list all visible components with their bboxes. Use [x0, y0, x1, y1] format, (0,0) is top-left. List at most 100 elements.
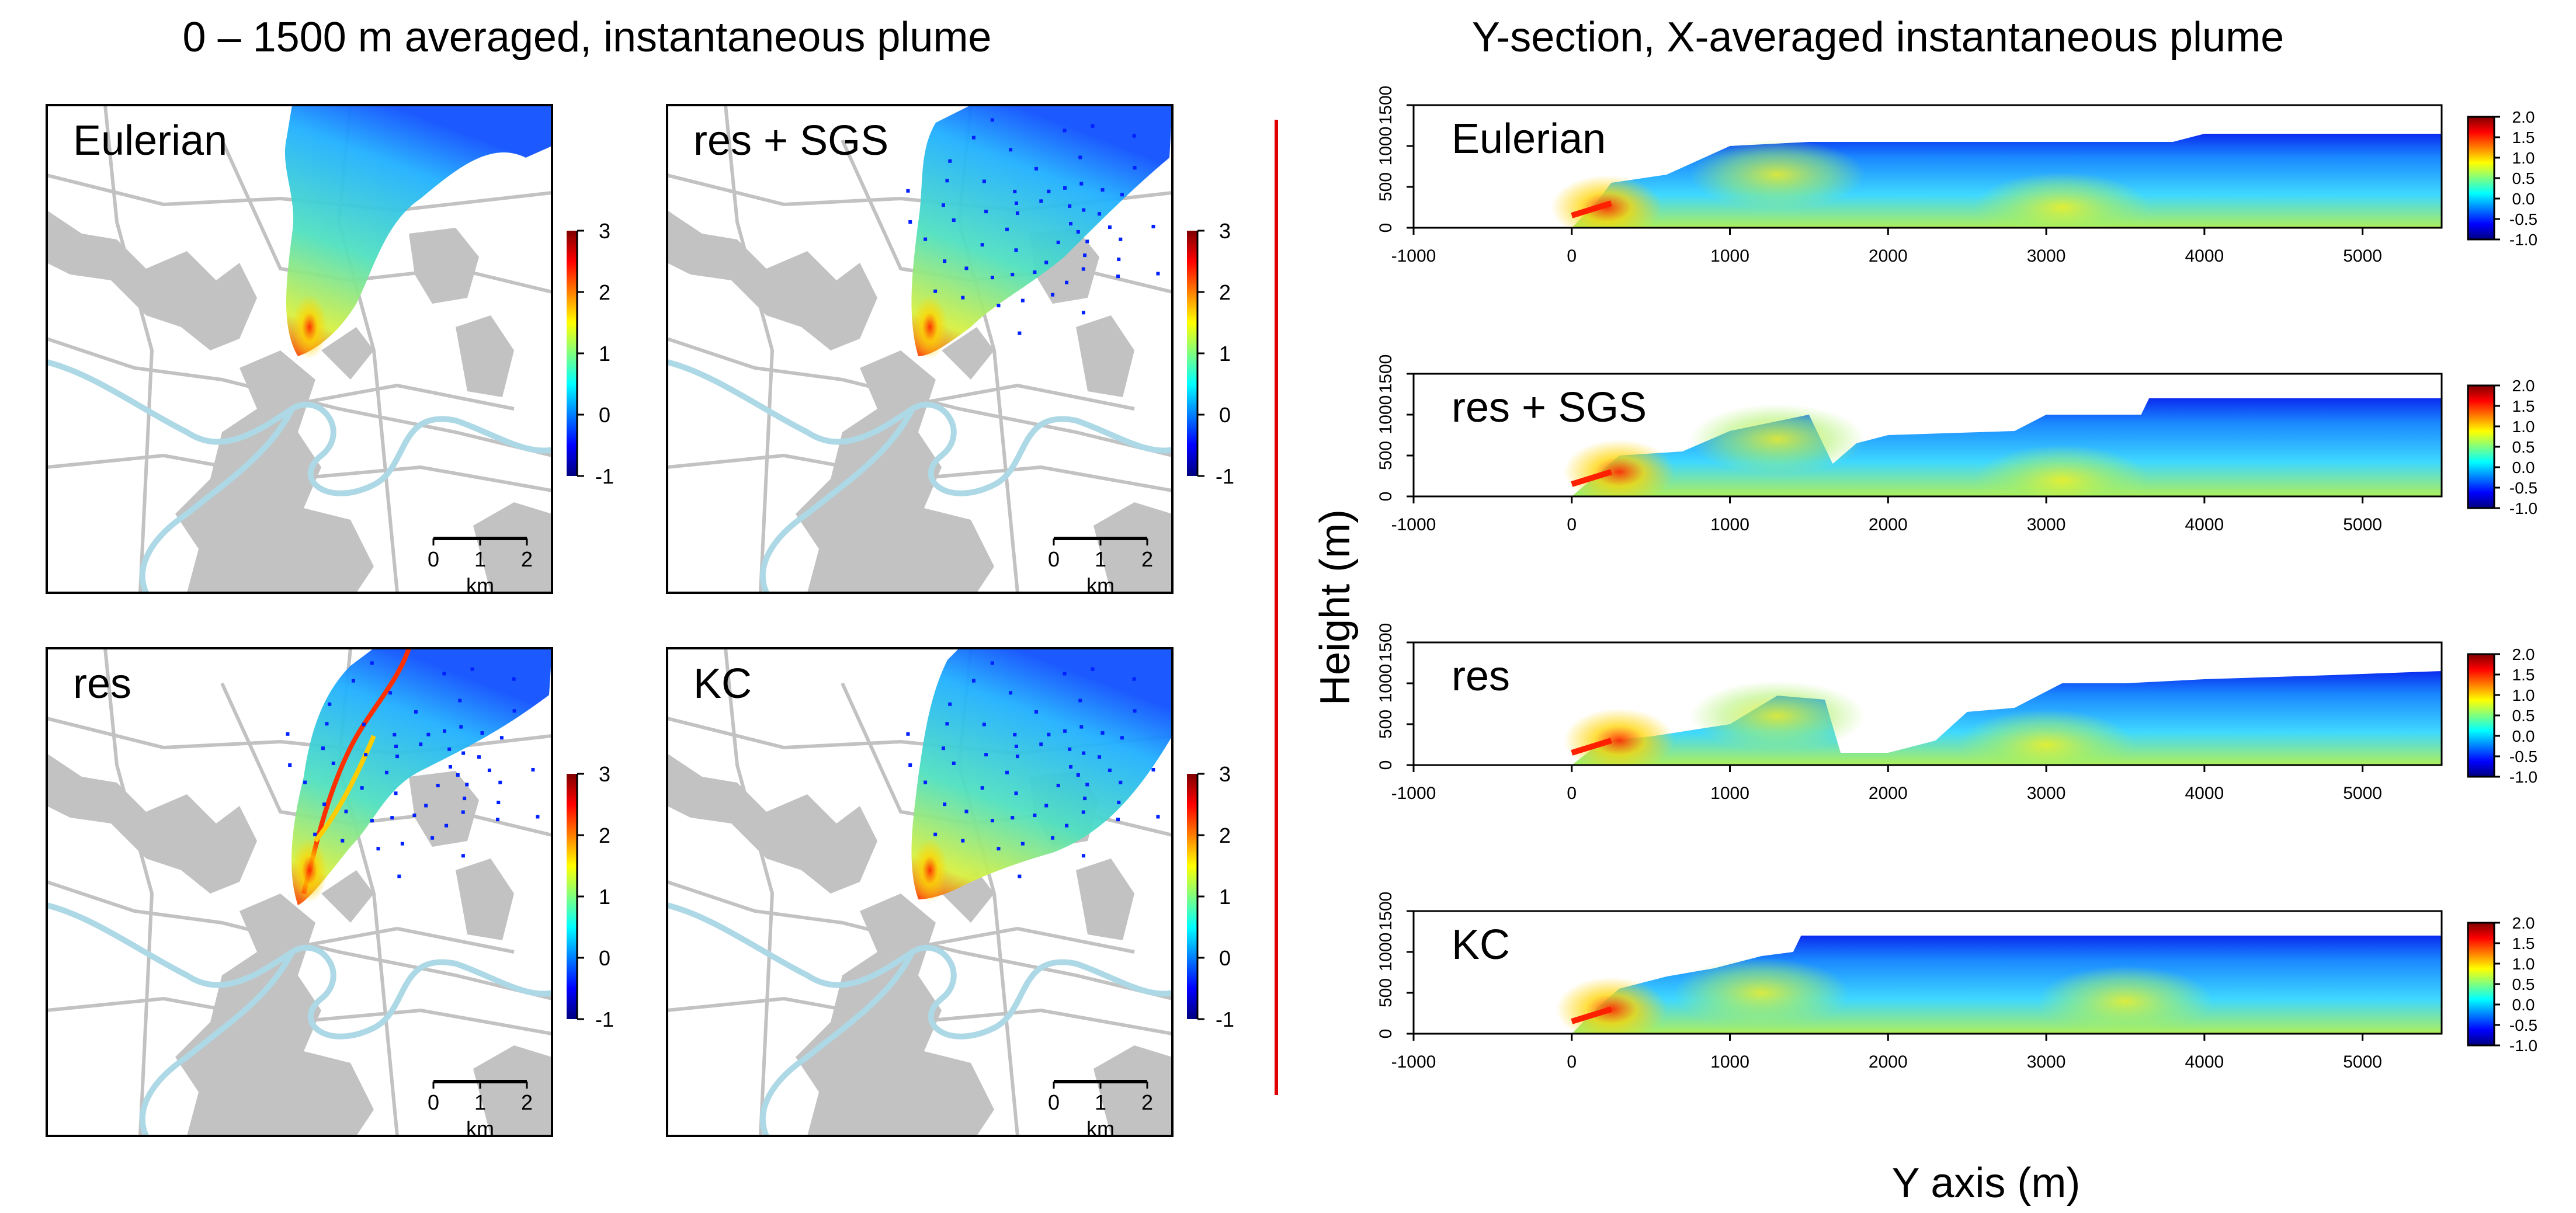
x-tick-label: 1000	[1710, 515, 1749, 534]
colorbar-tick-label: 0.0	[2512, 727, 2535, 745]
map-content	[667, 105, 1172, 593]
plume-particle	[1100, 731, 1105, 735]
section-panel-label: KC	[1452, 922, 1510, 968]
section-hotspot	[1689, 404, 1865, 474]
colorbar-tick-label: 1.0	[2512, 418, 2535, 436]
scalebar-tick-label: 1	[474, 547, 486, 571]
section-panel-0: Eulerian -1000 0 1000 2000 3000 4000 5000 0 500 10…	[1376, 86, 2537, 266]
plume-particle	[370, 661, 374, 665]
section-hotspot	[1689, 140, 1865, 210]
map-content	[667, 648, 1172, 1136]
colorbar-tick-label: -1.0	[2509, 499, 2537, 517]
scalebar-tick-label: 2	[1141, 1090, 1153, 1114]
plume-particle	[463, 797, 467, 801]
plume-particle	[388, 691, 393, 695]
plume-particle	[286, 732, 290, 736]
plume-particle	[313, 832, 317, 836]
land-area	[175, 350, 374, 593]
x-tick-label: -1000	[1391, 784, 1436, 803]
scalebar-tick-label: 0	[428, 1090, 439, 1114]
y-tick-label: 1000	[1376, 664, 1395, 703]
y-tick-label: 500	[1376, 172, 1395, 201]
colorbar-tick-label: 2.0	[2512, 377, 2535, 395]
colorbar-tick-label: 2	[599, 280, 610, 304]
plume-particle	[1056, 241, 1060, 245]
x-tick-label: 4000	[2185, 784, 2224, 803]
colorbar-tick-label: 3	[599, 219, 610, 243]
colorbar-tick-label: 0.5	[2512, 169, 2535, 187]
section-frame	[1412, 641, 2443, 766]
plume-particle	[1063, 729, 1067, 733]
plume-particle	[394, 791, 398, 795]
y-tick-label: 1000	[1376, 127, 1395, 166]
plume-particle	[1091, 667, 1095, 671]
colorbar-tick-label: 0	[599, 946, 610, 970]
plume-particle	[1069, 765, 1072, 769]
road-line	[724, 648, 775, 1136]
plume-particle	[1091, 124, 1095, 128]
plume-particle	[1079, 182, 1084, 186]
plume-core-streak	[313, 735, 376, 843]
map-frame	[46, 104, 553, 594]
x-tick-label: 5000	[2343, 1052, 2382, 1072]
plume-hotspot	[912, 295, 947, 359]
road-line	[47, 453, 552, 492]
plume-particle	[943, 802, 947, 807]
colorbar-gradient	[567, 231, 577, 476]
section-content	[1414, 105, 2442, 228]
plume-particle	[487, 769, 491, 773]
scalebar-tick-label: 0	[428, 547, 439, 571]
plume-particle	[465, 783, 469, 787]
plume-particle	[1014, 248, 1018, 252]
plume-particle	[370, 819, 374, 823]
colorbar-tick-label: -1.0	[2509, 231, 2537, 249]
x-tick-label: 0	[1567, 246, 1577, 266]
section-content	[1414, 642, 2442, 765]
section-source-streak	[1571, 1006, 1612, 1024]
plume-particle	[943, 259, 947, 263]
plume-particle	[303, 780, 307, 784]
plume-concentration	[911, 648, 1172, 899]
x-tick-label: -1000	[1391, 515, 1436, 534]
road-line	[667, 880, 1172, 1000]
plume-particle	[512, 677, 516, 681]
colorbar-tick-label: -1	[595, 1007, 614, 1031]
scalebar-unit: km	[1086, 1117, 1115, 1141]
plume-particle	[1132, 677, 1136, 681]
scalebar-tick-label: 2	[521, 1090, 533, 1114]
colorbar-gradient	[567, 774, 577, 1019]
map-panel-label: res	[73, 661, 131, 707]
plume-particle	[1076, 773, 1080, 777]
plume-particle	[1011, 273, 1015, 277]
road-line	[268, 383, 515, 411]
scalebar: 0 1 2 km	[428, 537, 533, 597]
plume-particle	[982, 179, 986, 183]
plume-particle	[1117, 801, 1121, 805]
colorbar-tick-label: 1.5	[2512, 666, 2535, 684]
land-area	[1076, 859, 1134, 940]
plume-particle	[1108, 225, 1112, 230]
plume-particle	[443, 729, 447, 733]
plume-particle	[1065, 280, 1069, 284]
plume-particle	[442, 672, 446, 676]
plume-particle	[1078, 155, 1082, 159]
map-panels: Eulerian 0 1 2 km 3 2 1 0 -1 res + SGS 0 1 2 km 3 2 1 0 -1 r…	[46, 104, 1234, 1141]
colorbar-tick-label: -1	[1216, 1007, 1234, 1031]
plume-particle	[1081, 854, 1085, 858]
plume-particle	[1014, 201, 1018, 206]
map-panel-label: Eulerian	[73, 117, 227, 164]
plume-hotspot	[292, 295, 327, 359]
plume-particle	[384, 770, 388, 774]
colorbar-tick-label: 0.0	[2512, 458, 2535, 477]
section-panel-3: KC -1000 0 1000 2000 3000 4000 5000 0 500 1000 1500…	[1376, 892, 2537, 1072]
plume-particle	[1068, 747, 1072, 751]
plume-particle	[908, 220, 912, 224]
plume-particle	[984, 210, 988, 214]
plume-particle	[990, 118, 994, 122]
plume-particle	[1120, 736, 1124, 740]
x-axis-label: Y axis (m)	[1892, 1160, 2081, 1207]
plume-particle	[1047, 732, 1051, 736]
colorbar-tick-label: 2	[1219, 823, 1231, 847]
plume-particle	[1119, 780, 1123, 784]
scalebar: 0 1 2 km	[1048, 1080, 1153, 1141]
